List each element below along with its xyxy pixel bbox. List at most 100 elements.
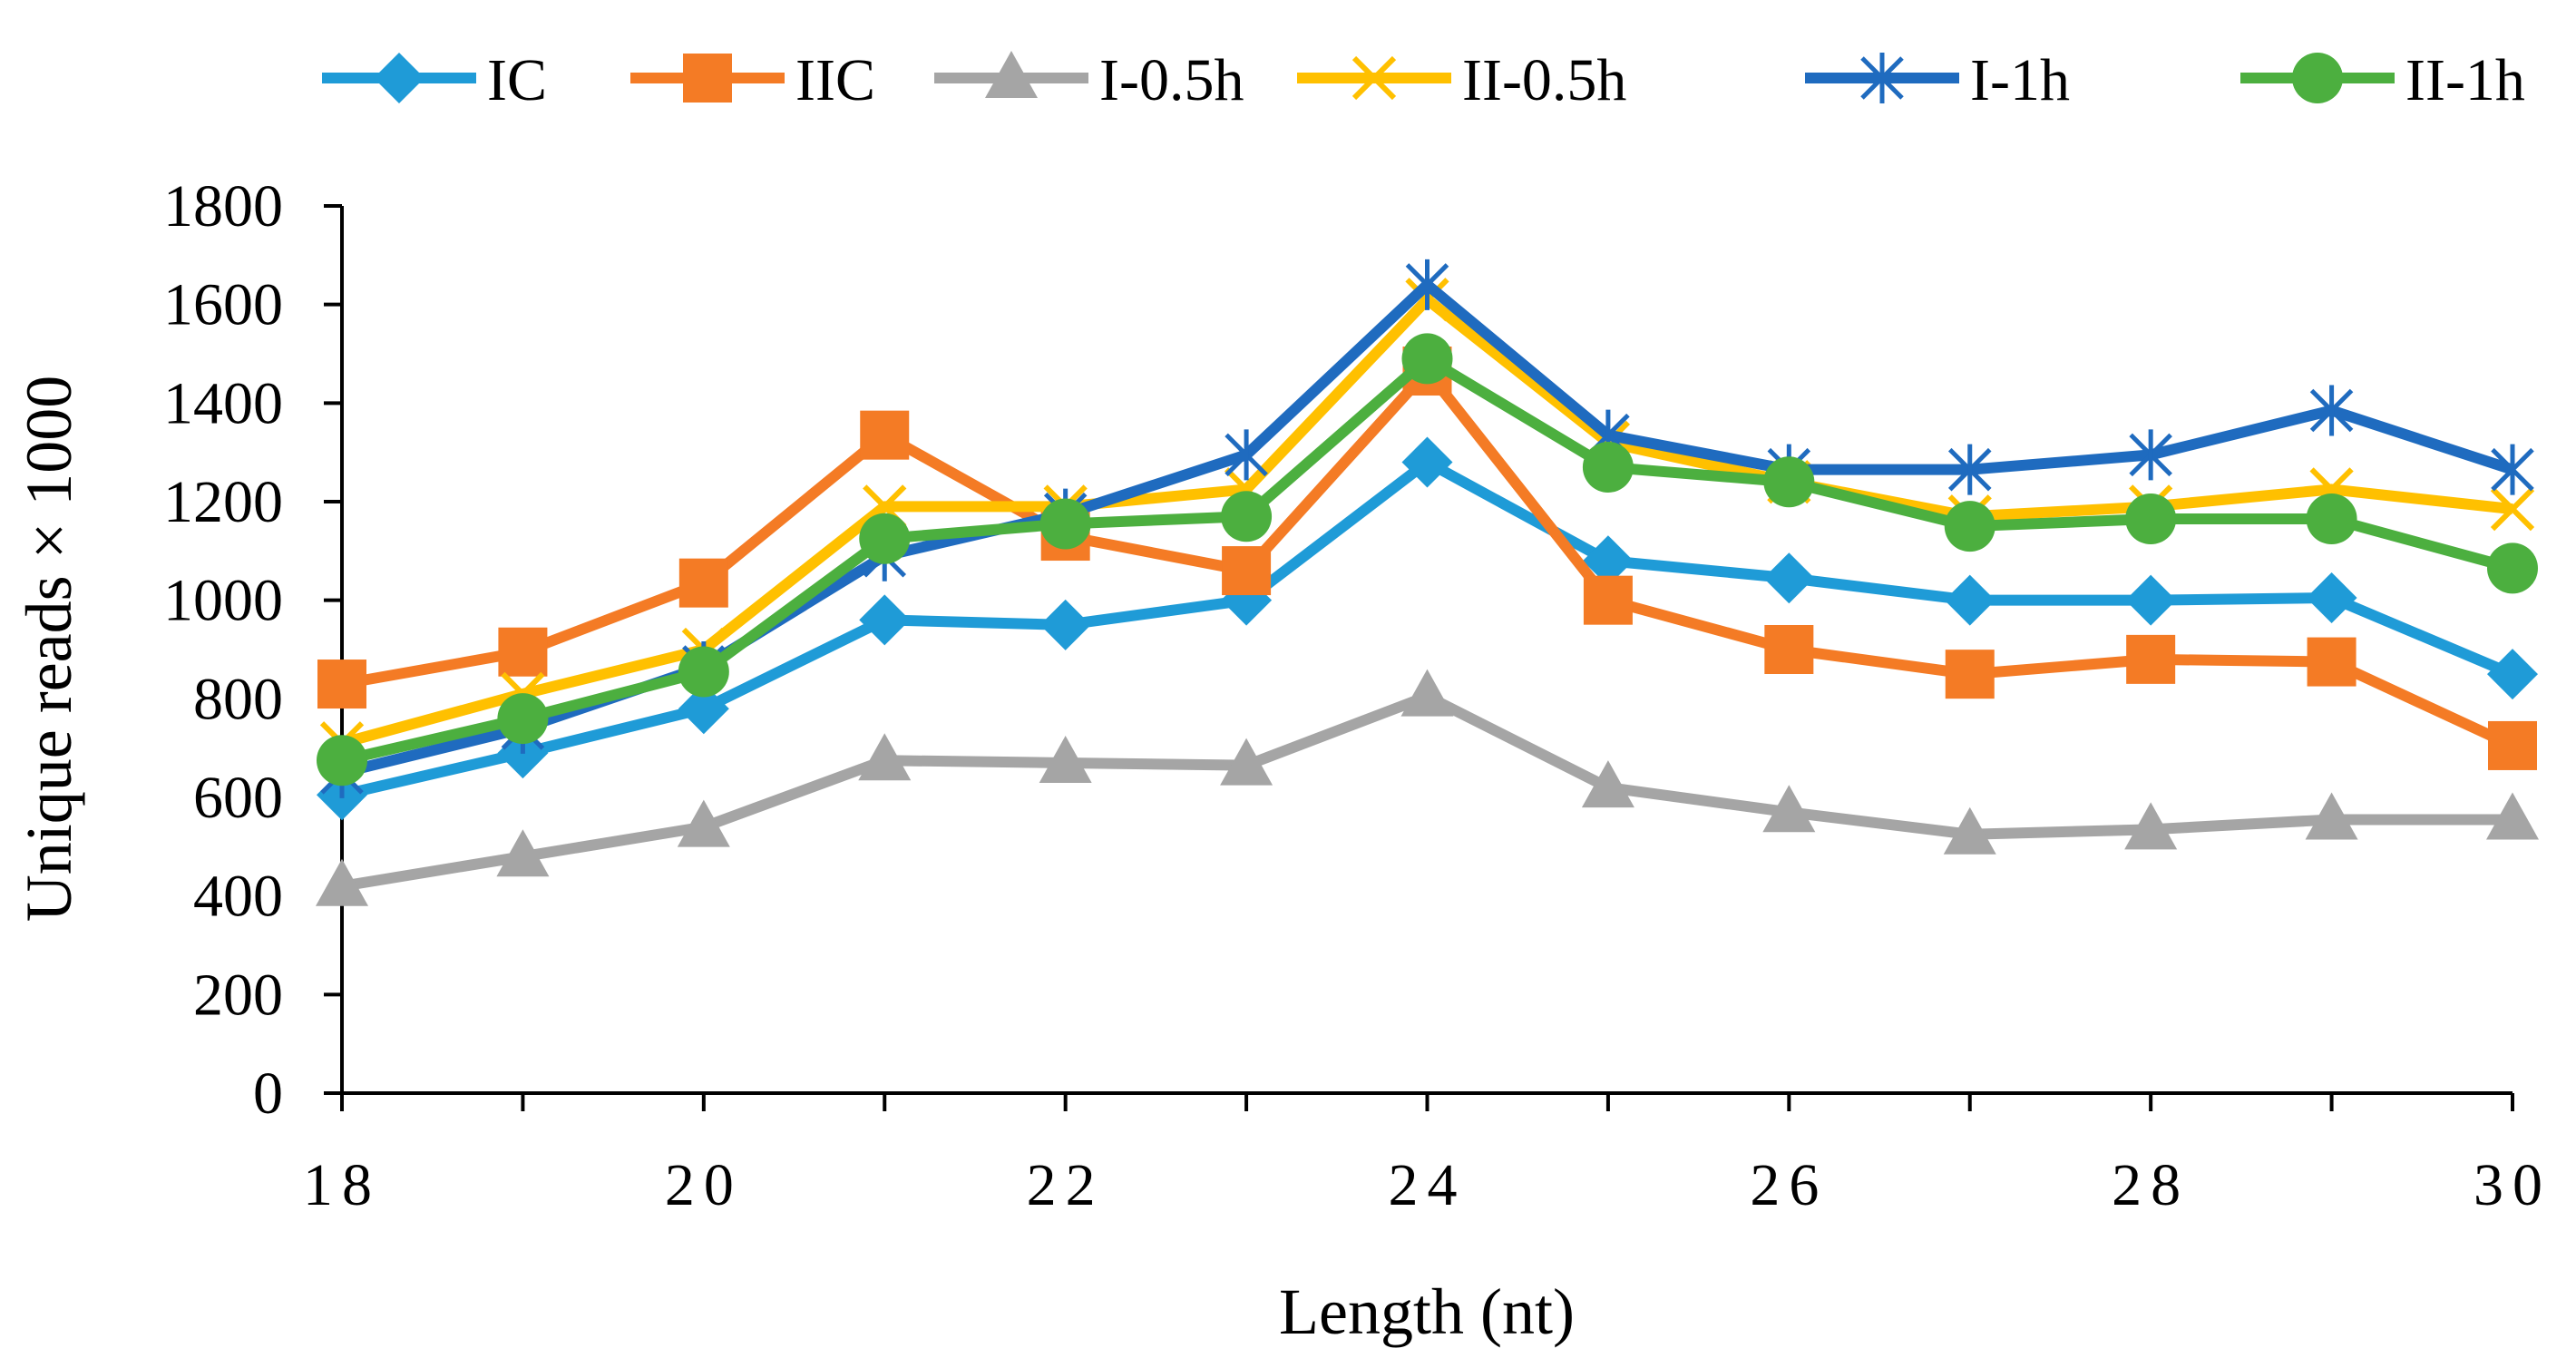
data-point (317, 735, 367, 787)
data-point (678, 683, 729, 735)
data-point (2309, 385, 2354, 436)
x-tick-label: 20 (665, 1152, 743, 1218)
data-point (1221, 491, 1273, 542)
series-layer (316, 259, 2539, 906)
data-point (1945, 650, 1995, 699)
x-tick-label: 24 (1389, 1152, 1467, 1218)
y-tick-label: 200 (193, 962, 283, 1028)
data-point (1943, 806, 1996, 855)
data-point (2487, 542, 2538, 594)
data-point (859, 513, 911, 564)
legend-marker (985, 51, 1038, 98)
series-IC (317, 436, 2538, 821)
data-point (1582, 441, 1634, 493)
data-point (2488, 720, 2537, 770)
data-point (1583, 575, 1633, 625)
data-point (2307, 637, 2356, 687)
x-ticks: 18 20 22 24 26 28 30 (303, 1093, 2552, 1218)
data-point (1401, 436, 1453, 488)
data-point (2125, 574, 2177, 626)
data-point (2124, 802, 2178, 850)
legend-item: IIC (630, 47, 875, 113)
data-point (1225, 429, 1268, 481)
data-point (2305, 792, 2358, 840)
y-tick-label: 400 (193, 864, 283, 930)
data-point (1581, 760, 1634, 808)
legend: IC IIC I-0.5h II-0.5h I-1h II-1h (322, 47, 2525, 113)
data-point (1405, 259, 1449, 310)
data-point (678, 646, 729, 698)
x-tick-label: 18 (303, 1152, 381, 1218)
data-point (2125, 493, 2177, 545)
y-tick-label: 1800 (163, 173, 283, 239)
legend-item: I-0.5h (934, 47, 1244, 113)
axes: 0 200 400 600 800 1000 1200 1400 1600 1800 18 20 22… (163, 173, 2552, 1218)
data-point (1039, 599, 1091, 650)
data-point (1944, 501, 1995, 552)
data-point (1222, 546, 1272, 596)
data-point (1220, 738, 1273, 786)
data-point (2126, 634, 2176, 684)
data-point (496, 829, 550, 877)
legend-label: II-0.5h (1462, 47, 1626, 113)
data-point (1582, 535, 1634, 587)
data-point (1764, 625, 1814, 674)
data-point (860, 410, 910, 460)
data-point (677, 799, 730, 847)
x-tick-label: 26 (1750, 1152, 1828, 1218)
x-axis-title: Length (nt) (1279, 1275, 1575, 1348)
data-point (2491, 444, 2534, 495)
data-point (1762, 785, 1816, 833)
data-point (498, 627, 548, 677)
x-tick-label: 22 (1027, 1152, 1105, 1218)
legend-label: I-1h (1970, 47, 2070, 113)
data-point (1763, 456, 1815, 508)
data-point (1401, 333, 1453, 385)
data-point (1944, 574, 1995, 626)
x-tick-label: 30 (2474, 1152, 2552, 1218)
y-tick-label: 600 (193, 765, 283, 831)
data-point (316, 858, 368, 906)
data-point (1400, 669, 1454, 717)
data-point (2306, 572, 2357, 623)
legend-item: IC (322, 47, 547, 113)
y-tick-label: 0 (253, 1060, 283, 1127)
data-point (2490, 487, 2535, 532)
data-point (497, 693, 549, 745)
data-point (1039, 498, 1091, 550)
legend-marker (1860, 53, 1904, 103)
y-tick-label: 800 (193, 666, 283, 732)
legend-item: I-1h (1805, 47, 2070, 113)
y-axis-title: Unique reads × 1000 (13, 376, 85, 922)
legend-label: IIC (795, 47, 875, 113)
legend-marker (683, 54, 732, 103)
y-tick-label: 1200 (163, 469, 283, 535)
series-II-1h (317, 333, 2538, 787)
data-point (1947, 444, 1992, 495)
legend-label: IC (487, 47, 547, 113)
data-point (2487, 649, 2538, 700)
series-I-0.5h (316, 669, 2539, 906)
legend-marker (374, 53, 424, 103)
legend-label: II-1h (2405, 47, 2525, 113)
data-point (1039, 735, 1092, 783)
data-point (2306, 493, 2357, 545)
series-line (341, 690, 2513, 892)
x-tick-label: 28 (2112, 1152, 2190, 1218)
data-point (858, 733, 912, 781)
data-point (317, 660, 366, 709)
legend-marker (1351, 55, 1397, 101)
y-tick-label: 1000 (163, 568, 283, 634)
legend-item: II-0.5h (1297, 47, 1626, 113)
data-point (678, 558, 728, 608)
data-point (2486, 792, 2539, 840)
data-point (2129, 429, 2172, 481)
data-point (859, 594, 911, 646)
y-ticks: 0 200 400 600 800 1000 1200 1400 1600 1800 (163, 173, 342, 1127)
y-tick-label: 1600 (163, 272, 283, 338)
legend-item: II-1h (2240, 47, 2525, 113)
legend-label: I-0.5h (1099, 47, 1244, 113)
series-line (340, 456, 2515, 801)
